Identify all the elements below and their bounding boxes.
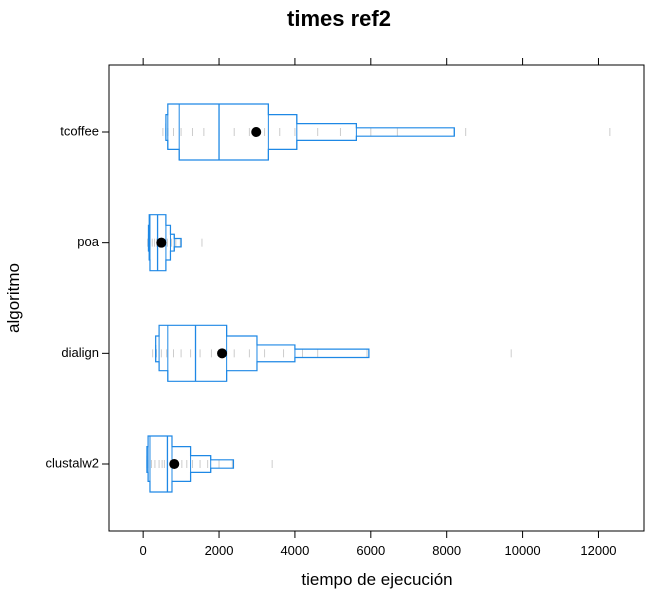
mean-poa [156, 237, 167, 248]
y-tick-label: dialign [61, 345, 99, 360]
box-tcoffee [165, 103, 455, 161]
x-tick-label: 4000 [280, 543, 309, 558]
x-axis-top [142, 58, 599, 65]
step-boxes [146, 103, 455, 493]
mean-markers [156, 127, 262, 469]
x-axis-bottom: 0 2000 4000 6000 8000 10000 12000 [140, 531, 617, 558]
mean-tcoffee [251, 127, 262, 137]
x-tick-label: 12000 [580, 543, 616, 558]
mean-clustalw2 [169, 459, 180, 469]
box-dialign [155, 324, 370, 382]
plot-frame [108, 64, 645, 532]
x-axis-label: tiempo de ejecución [301, 570, 452, 589]
y-axis: clustalw2 dialign poa tcoffee [46, 123, 109, 470]
chart-title: times ref2 [287, 6, 391, 31]
y-axis-label: algoritmo [4, 263, 23, 333]
y-tick-label: poa [77, 234, 99, 249]
x-tick-label: 2000 [205, 543, 234, 558]
y-tick-label: tcoffee [60, 123, 99, 138]
mean-dialign [217, 348, 228, 359]
y-tick-label: clustalw2 [46, 455, 99, 470]
x-tick-label: 8000 [432, 543, 461, 558]
jitter-points [147, 128, 611, 468]
x-tick-label: 10000 [505, 543, 541, 558]
x-tick-label: 6000 [356, 543, 385, 558]
x-tick-label: 0 [140, 543, 147, 558]
